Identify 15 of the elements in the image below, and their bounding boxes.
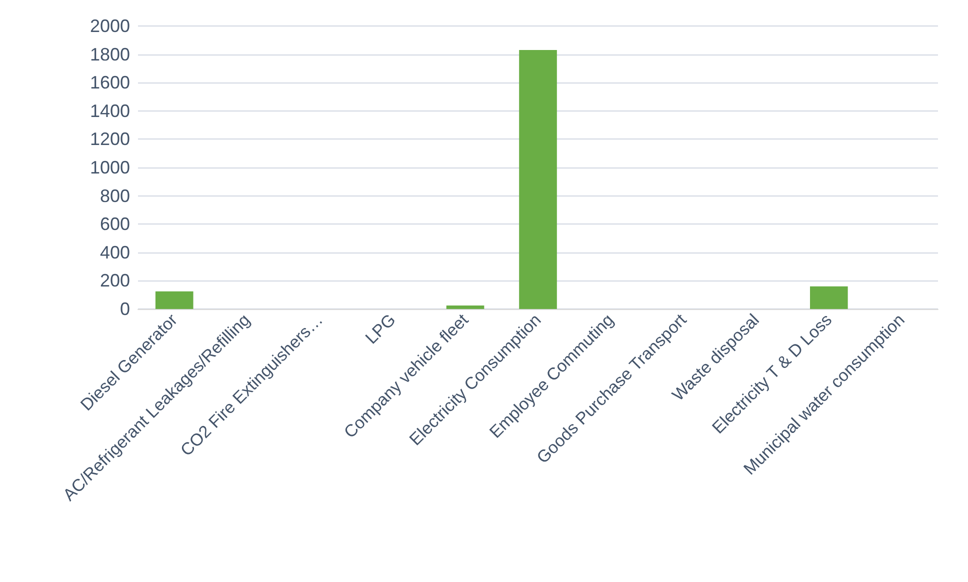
y-tick-label: 800 [100,186,130,206]
y-tick-label: 400 [100,242,130,262]
bar [519,50,557,309]
y-tick-label: 600 [100,214,130,234]
y-tick-label: 2000 [90,16,130,36]
y-tick-label: 1400 [90,100,130,121]
bar [446,305,484,309]
y-tick-label: 1800 [90,44,130,64]
bar [810,286,848,309]
bar [155,291,194,309]
y-tick-label: 1000 [90,158,130,178]
y-tick-label: 1600 [90,72,130,93]
y-tick-label: 200 [100,270,130,291]
y-tick-label: 1200 [90,129,130,150]
y-tick-label: 0 [120,299,130,319]
